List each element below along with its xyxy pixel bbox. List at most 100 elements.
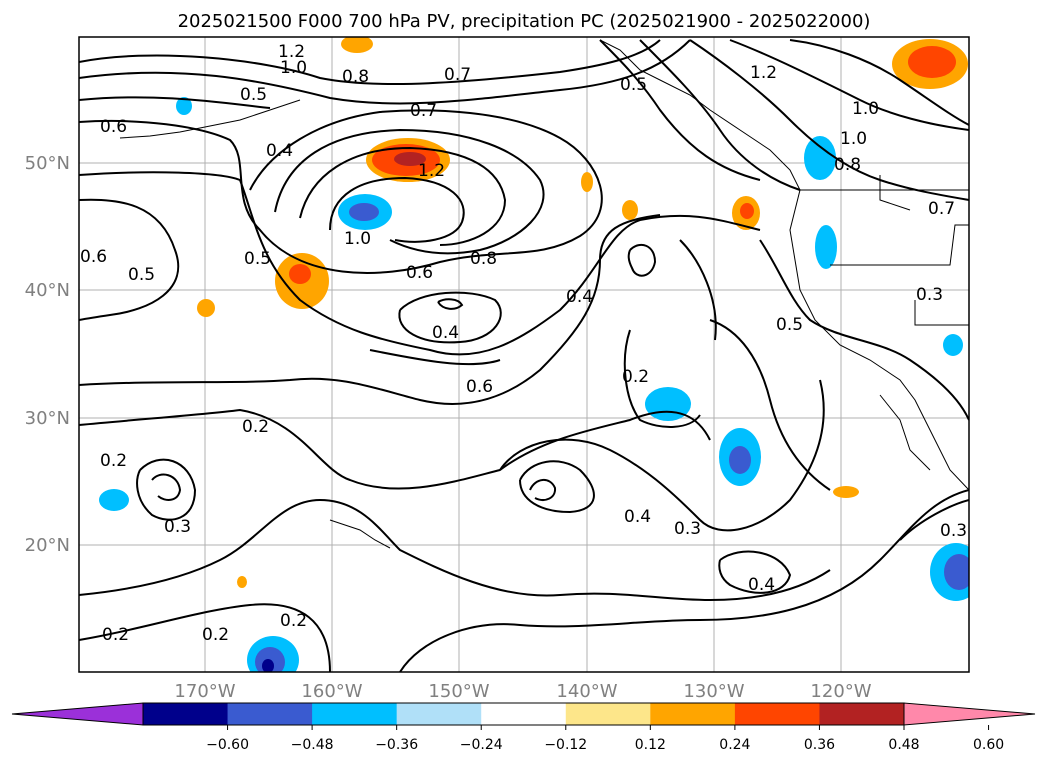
contour-label: 0.2 (100, 451, 127, 471)
contour-label: 0.6 (100, 117, 127, 137)
contour-label: 0.7 (444, 65, 471, 85)
colorbar-tick-label: 0.60 (973, 737, 1004, 753)
contour-label: 0.3 (164, 517, 191, 537)
lat-axis: 50°N 40°N 30°N 20°N (25, 153, 70, 556)
colorbar-tick-label: −0.12 (544, 737, 587, 753)
colorbar: −0.60 −0.48 −0.36 −0.24 −0.12 0.12 0.24 0.36 0.4… (11, 702, 1036, 753)
contour-label: 0.2 (242, 417, 269, 437)
contour-label: 0.3 (674, 519, 701, 539)
precip-blob (99, 489, 129, 511)
gridlines (79, 37, 969, 672)
precip-blob (804, 136, 836, 180)
pv-contour (529, 479, 557, 501)
colorbar-tick-label: 0.48 (888, 737, 919, 753)
contour-label: 1.0 (852, 99, 879, 119)
contour-label: 0.3 (940, 521, 967, 541)
lon-axis: 170°W 160°W 150°W 140°W 130°W 120°W (174, 681, 871, 702)
lon-tick-label: 120°W (810, 681, 871, 702)
lon-tick-label: 170°W (174, 681, 235, 702)
contour-label: 0.4 (748, 575, 775, 595)
colorbar-frame (142, 702, 905, 726)
pv-contour (437, 298, 464, 310)
contour-label: 0.5 (620, 75, 647, 95)
coastline (119, 99, 301, 139)
contour-label: 0.2 (202, 625, 229, 645)
precip-blob (943, 334, 963, 356)
contour-labels: 1.2 1.0 0.8 0.7 0.5 0.5 0.4 0.6 0.7 1.2 … (80, 42, 967, 645)
contour-label: 0.4 (266, 141, 293, 161)
colorbar-segment (734, 703, 820, 725)
precip-blob (197, 299, 215, 317)
pv-contour (79, 171, 761, 356)
colorbar-tick-label: 0.36 (804, 737, 835, 753)
lat-tick-label: 50°N (25, 153, 70, 174)
precip-blob (622, 200, 638, 220)
contour-label: 0.6 (406, 263, 433, 283)
pv-contour (627, 243, 657, 277)
pv-contour (398, 291, 502, 344)
contour-label: 0.6 (466, 377, 493, 397)
precip-blob (908, 46, 956, 78)
pv-contour (369, 349, 501, 366)
lon-tick-label: 160°W (301, 681, 362, 702)
pv-contour (136, 458, 197, 521)
precip-blob (740, 203, 754, 219)
lat-tick-label: 30°N (25, 408, 70, 429)
colorbar-tick-label: −0.60 (206, 737, 249, 753)
precip-blob (815, 225, 837, 269)
contour-label: 0.8 (834, 155, 861, 175)
contour-label: 1.0 (344, 229, 371, 249)
colorbar-segment (819, 703, 905, 725)
coastline (879, 394, 931, 471)
precip-blob (581, 172, 593, 192)
contour-label: 0.6 (80, 247, 107, 267)
map-area: 1.2 1.0 0.8 0.7 0.5 0.5 0.4 0.6 0.7 1.2 … (79, 37, 969, 672)
lon-tick-label: 130°W (683, 681, 744, 702)
lat-tick-label: 20°N (25, 535, 70, 556)
colorbar-extend-max (903, 702, 1036, 726)
pv-contour (499, 379, 825, 532)
contour-label: 0.4 (624, 507, 651, 527)
pv-contour (718, 550, 792, 594)
pv-contour (79, 198, 180, 321)
pv-contours (79, 39, 969, 672)
map-frame (78, 36, 970, 673)
colorbar-tick-label: −0.24 (460, 737, 503, 753)
precip-blob (341, 37, 373, 53)
contour-label: 0.2 (622, 367, 649, 387)
contour-label: 1.2 (750, 63, 777, 83)
colorbar-tick-label: 0.24 (719, 737, 750, 753)
contour-label: 0.8 (342, 67, 369, 87)
pv-contour (79, 39, 661, 86)
lat-tick-label: 40°N (25, 280, 70, 301)
contour-label: 0.2 (280, 611, 307, 631)
precip-shading (99, 37, 969, 672)
coastline (879, 175, 911, 211)
pv-contour (79, 408, 711, 490)
pv-contour (79, 96, 271, 109)
pv-contour (274, 128, 545, 255)
colorbar-segment (650, 703, 736, 725)
contour-label: 0.8 (470, 249, 497, 269)
contour-label: 0.5 (240, 85, 267, 105)
pv-contour (599, 39, 761, 181)
colorbar-segment (312, 703, 398, 725)
coastline (599, 39, 969, 491)
coastlines (119, 39, 969, 549)
colorbar-tick-label: −0.36 (375, 737, 418, 753)
pv-contour (79, 214, 661, 405)
contour-label: 0.4 (432, 323, 459, 343)
contour-label: 0.2 (102, 625, 129, 645)
contour-label: 0.5 (776, 315, 803, 335)
precip-blob (729, 446, 751, 474)
precip-blob (645, 387, 691, 421)
pv-contour (79, 603, 331, 672)
figure-title: 2025021500 F000 700 hPa PV, precipitatio… (178, 11, 871, 32)
colorbar-tick-label: −0.48 (291, 737, 334, 753)
contour-label: 0.5 (244, 249, 271, 269)
precip-blob (833, 486, 859, 498)
contour-label: 1.0 (280, 58, 307, 78)
colorbar-extend-min (11, 702, 144, 726)
colorbar-segment (565, 703, 651, 725)
